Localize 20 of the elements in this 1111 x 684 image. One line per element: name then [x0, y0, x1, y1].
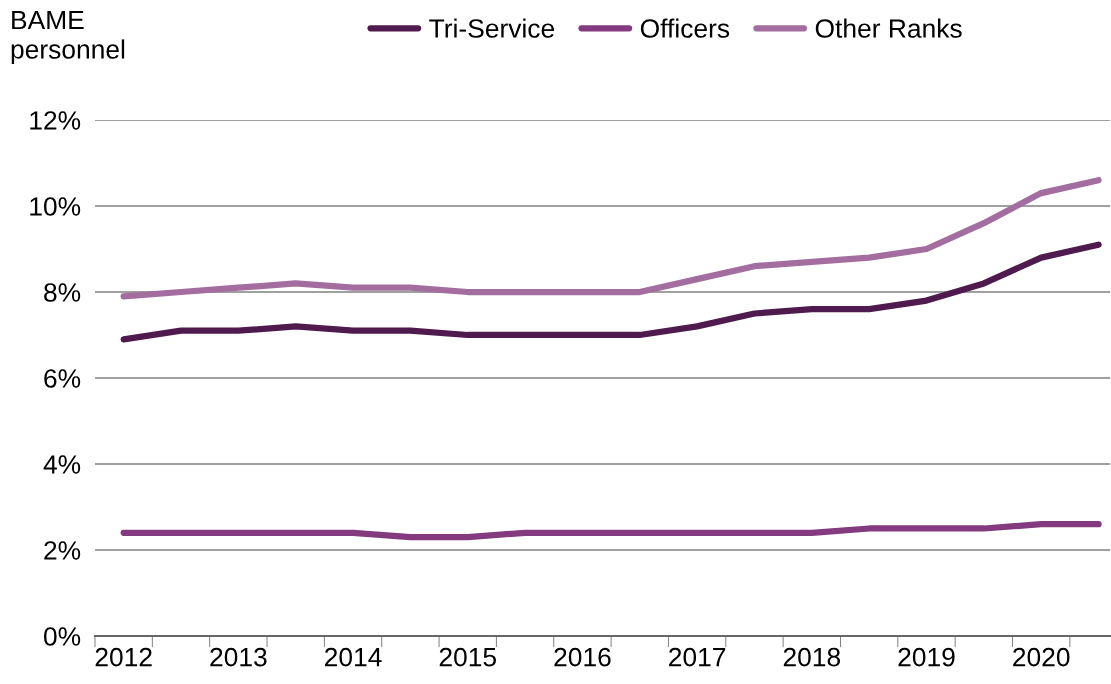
y-tick-label: 4% — [43, 455, 81, 474]
y-tick-label: 6% — [44, 369, 81, 388]
y-tick-label: 10% — [30, 197, 81, 216]
x-tick-label: 2014 — [325, 647, 382, 667]
legend-label: Tri-Service — [429, 18, 555, 38]
legend-label: Other Ranks — [815, 18, 962, 38]
y-tick-label: 8% — [44, 283, 81, 302]
y-axis-title: BAME personnel — [11, 10, 125, 64]
x-tick-label: 2019 — [898, 647, 955, 667]
x-tick-label: 2020 — [1013, 647, 1070, 667]
x-tick-label: 2015 — [439, 647, 496, 667]
y-tick-label: 2% — [44, 541, 81, 560]
x-tick-label: 2016 — [554, 647, 611, 667]
y-tick-label: 12% — [30, 111, 81, 130]
x-tick-label: 2013 — [210, 647, 267, 667]
x-tick-label: 2018 — [783, 647, 841, 667]
y-tick-label: 0% — [44, 627, 81, 646]
x-tick-label: 2012 — [95, 647, 152, 667]
x-tick-label: 2017 — [669, 647, 726, 667]
legend-label: Officers — [640, 18, 730, 38]
